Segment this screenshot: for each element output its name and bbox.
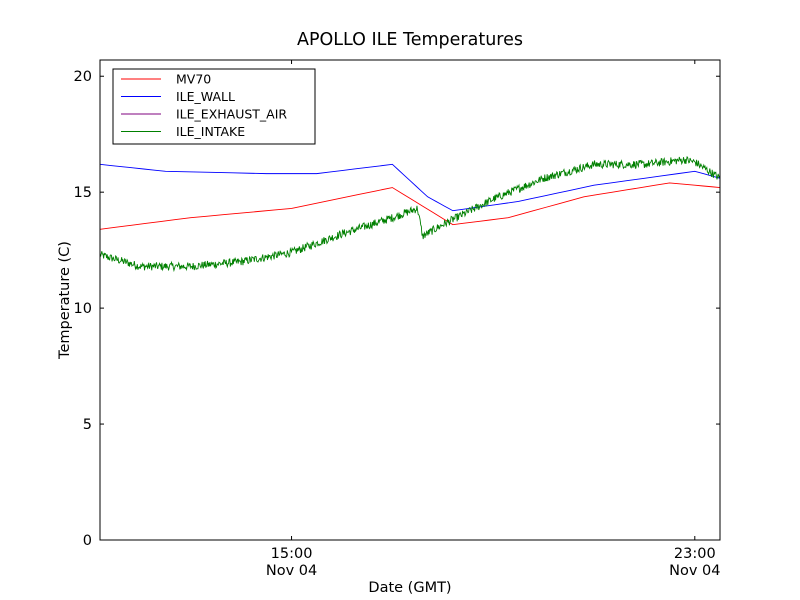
legend-label: ILE_WALL <box>176 89 235 104</box>
legend-label: ILE_EXHAUST_AIR <box>176 107 287 122</box>
x-axis-label: Date (GMT) <box>368 580 451 596</box>
series-line-ile-wall <box>100 163 720 212</box>
series-line-ile-intake <box>100 155 720 273</box>
y-tick-label: 15 <box>74 185 92 201</box>
x-tick-label-time: 23:00 <box>674 546 716 562</box>
x-tick-label-date: Nov 04 <box>669 563 720 579</box>
legend: MV70 ILE_WALL ILE_EXHAUST_AIR ILE_INTAKE <box>112 68 316 145</box>
chart-title: APOLLO ILE Temperatures <box>297 30 523 50</box>
legend-label: MV70 <box>176 72 211 87</box>
plot-frame <box>99 59 721 541</box>
y-tick-label: 20 <box>74 69 92 85</box>
y-tick-label: 0 <box>83 533 92 549</box>
y-tick-label: 10 <box>74 301 92 317</box>
x-tick-label-date: Nov 04 <box>266 563 317 579</box>
legend-label: ILE_INTAKE <box>176 124 245 139</box>
y-tick-label: 5 <box>83 417 92 433</box>
y-axis-label: Temperature (C) <box>57 241 73 360</box>
series-line-mv70 <box>100 182 720 230</box>
x-tick-label-time: 15:00 <box>271 546 313 562</box>
